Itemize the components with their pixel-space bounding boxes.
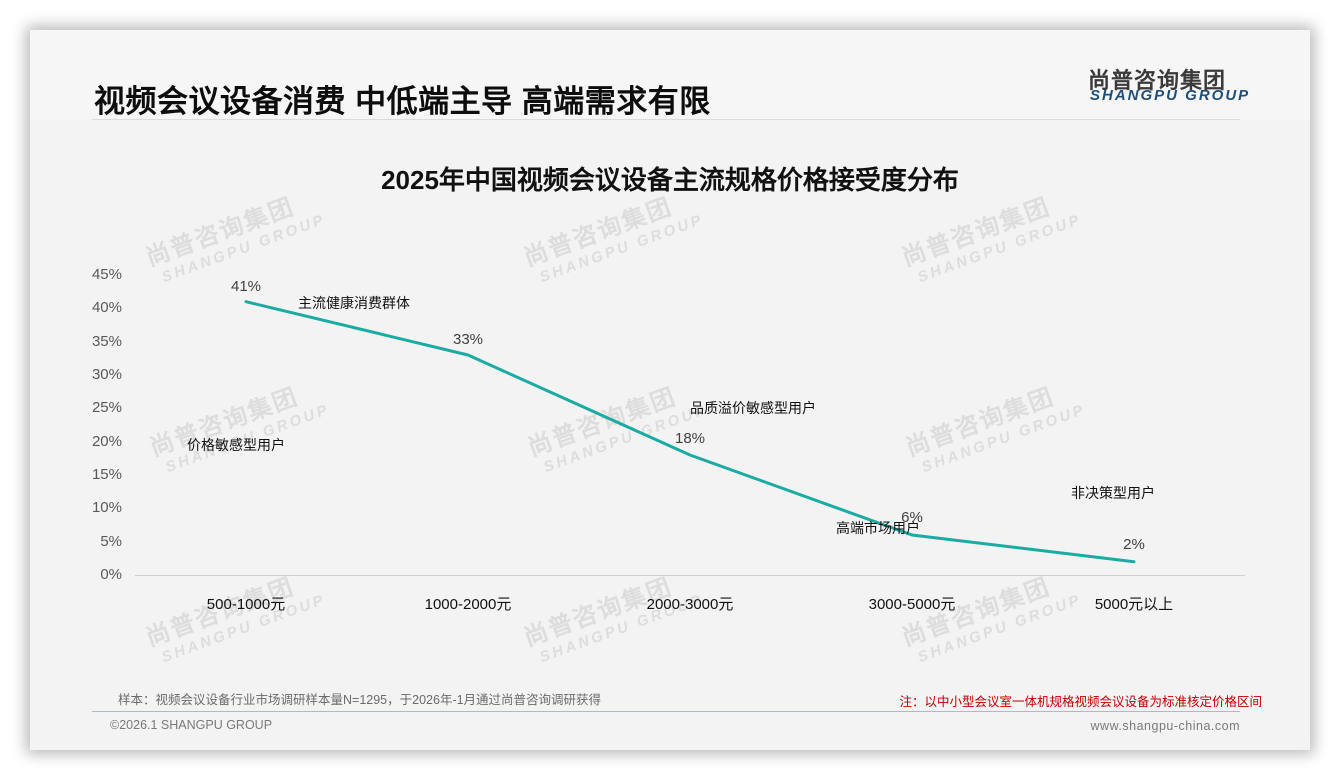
footer-divider xyxy=(92,711,1240,712)
x-tick-label: 500-1000元 xyxy=(206,596,286,613)
y-tick-label: 0% xyxy=(100,566,122,583)
data-label: 2% xyxy=(1123,536,1145,553)
website-link[interactable]: www.shangpu-china.com xyxy=(1090,719,1240,733)
chart-title: 2025年中国视频会议设备主流规格价格接受度分布 xyxy=(381,165,959,195)
y-tick-label: 20% xyxy=(91,432,122,450)
x-tick-label: 3000-5000元 xyxy=(868,596,956,613)
y-tick-label: 45% xyxy=(91,266,122,283)
data-label: 33% xyxy=(452,331,484,348)
header-divider xyxy=(92,119,1240,120)
remark-note: 注：以中小型会议室一体机规格视频会议设备为标准核定价格区间 xyxy=(899,695,1262,709)
line-series xyxy=(244,300,1136,564)
x-axis-line xyxy=(135,575,1245,576)
y-tick-label: 25% xyxy=(91,399,122,417)
y-tick-label: 30% xyxy=(91,366,122,383)
data-label: 18% xyxy=(674,430,706,447)
y-tick-label: 40% xyxy=(91,299,122,317)
segment-annotation: 价格敏感型用户 xyxy=(187,437,285,453)
x-tick-label: 1000-2000元 xyxy=(424,596,512,613)
x-tick-label: 5000元以上 xyxy=(1094,596,1174,613)
company-logo-en: SHANGPU GROUP xyxy=(1090,87,1251,104)
copyright: ©2026.1 SHANGPU GROUP xyxy=(110,718,273,732)
y-tick-label: 5% xyxy=(100,532,122,550)
header-band xyxy=(30,30,1310,120)
page-title: 视频会议设备消费 中低端主导 高端需求有限 xyxy=(94,84,711,119)
y-tick-label: 35% xyxy=(91,332,122,350)
segment-annotation: 高端市场用户 xyxy=(836,520,920,536)
company-logo-cn: 尚普咨询集团 xyxy=(1088,68,1227,93)
slide: 视频会议设备消费 中低端主导 高端需求有限 尚普咨询集团 SHANGPU GRO… xyxy=(30,30,1310,750)
data-label: 41% xyxy=(230,278,262,295)
y-tick-label: 10% xyxy=(91,499,122,517)
segment-annotation: 非决策型用户 xyxy=(1071,485,1155,501)
segment-annotation: 品质溢价敏感型用户 xyxy=(690,400,816,416)
data-label: 6% xyxy=(901,509,923,526)
y-tick-label: 15% xyxy=(91,466,122,483)
x-tick-label: 2000-3000元 xyxy=(646,596,734,613)
segment-annotation: 主流健康消费群体 xyxy=(298,295,410,311)
sample-note: 样本：视频会议设备行业市场调研样本量N=1295，于2026年-1月通过尚普咨询… xyxy=(118,693,602,707)
